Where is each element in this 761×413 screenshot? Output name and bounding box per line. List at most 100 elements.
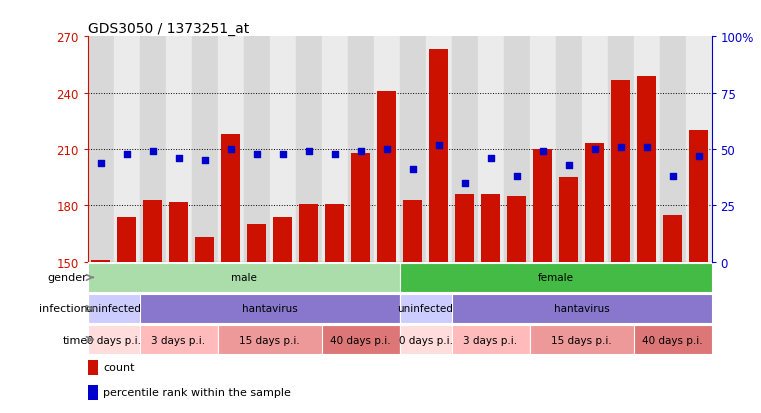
- Bar: [166, 37, 192, 262]
- Point: [511, 173, 523, 180]
- Bar: [196, 238, 214, 262]
- Text: hantavirus: hantavirus: [242, 304, 298, 314]
- Bar: [139, 37, 166, 262]
- Bar: [326, 204, 344, 262]
- Bar: [269, 37, 295, 262]
- Bar: [88, 360, 98, 375]
- Bar: [192, 37, 218, 262]
- Bar: [117, 217, 135, 262]
- Bar: [530, 37, 556, 262]
- Bar: [88, 263, 400, 292]
- Text: 15 days p.i.: 15 days p.i.: [551, 335, 612, 345]
- Bar: [374, 37, 400, 262]
- Text: 40 days p.i.: 40 days p.i.: [330, 335, 391, 345]
- Bar: [581, 37, 607, 262]
- Bar: [170, 202, 188, 262]
- Bar: [299, 204, 317, 262]
- Bar: [400, 37, 425, 262]
- Bar: [660, 37, 686, 262]
- Point: [537, 149, 549, 155]
- Point: [667, 173, 679, 180]
- Point: [120, 151, 132, 157]
- Bar: [633, 325, 712, 354]
- Bar: [482, 195, 500, 262]
- Text: GDS3050 / 1373251_at: GDS3050 / 1373251_at: [88, 22, 249, 36]
- Bar: [504, 37, 530, 262]
- Bar: [508, 197, 526, 262]
- Text: 3 days p.i.: 3 days p.i.: [151, 335, 205, 345]
- Bar: [686, 37, 712, 262]
- Bar: [530, 325, 633, 354]
- Text: uninfected: uninfected: [397, 304, 454, 314]
- Text: time: time: [62, 335, 88, 345]
- Point: [302, 149, 314, 155]
- Point: [693, 153, 705, 160]
- Bar: [533, 150, 552, 262]
- Bar: [139, 325, 218, 354]
- Bar: [403, 200, 422, 262]
- Bar: [295, 37, 322, 262]
- Bar: [88, 325, 139, 354]
- Bar: [352, 154, 370, 262]
- Bar: [88, 294, 139, 323]
- Point: [276, 151, 288, 157]
- Bar: [556, 37, 581, 262]
- Point: [173, 155, 185, 162]
- Bar: [664, 215, 682, 262]
- Bar: [689, 131, 708, 262]
- Bar: [218, 37, 244, 262]
- Point: [146, 149, 158, 155]
- Bar: [322, 37, 348, 262]
- Bar: [585, 144, 603, 262]
- Bar: [638, 76, 656, 262]
- Bar: [607, 37, 634, 262]
- Bar: [455, 195, 473, 262]
- Bar: [400, 325, 451, 354]
- Bar: [633, 37, 660, 262]
- Text: 0 days p.i.: 0 days p.i.: [87, 335, 141, 345]
- Point: [432, 142, 444, 149]
- Bar: [400, 263, 712, 292]
- Point: [94, 160, 107, 166]
- Text: 3 days p.i.: 3 days p.i.: [463, 335, 517, 345]
- Text: female: female: [537, 273, 574, 283]
- Point: [614, 144, 626, 151]
- Bar: [91, 260, 110, 262]
- Text: hantavirus: hantavirus: [554, 304, 610, 314]
- Point: [485, 155, 497, 162]
- Bar: [429, 50, 447, 262]
- Text: male: male: [231, 273, 256, 283]
- Point: [199, 158, 211, 164]
- Text: infection: infection: [39, 304, 88, 314]
- Point: [380, 147, 393, 153]
- Bar: [611, 80, 629, 262]
- Bar: [88, 385, 98, 400]
- Point: [641, 144, 653, 151]
- Point: [224, 147, 237, 153]
- Point: [355, 149, 367, 155]
- Point: [250, 151, 263, 157]
- Bar: [348, 37, 374, 262]
- Text: count: count: [103, 363, 135, 373]
- Bar: [425, 37, 451, 262]
- Point: [458, 180, 470, 187]
- Bar: [451, 37, 478, 262]
- Bar: [244, 37, 269, 262]
- Bar: [247, 225, 266, 262]
- Bar: [273, 217, 291, 262]
- Bar: [221, 135, 240, 262]
- Bar: [451, 325, 530, 354]
- Bar: [478, 37, 504, 262]
- Bar: [400, 294, 451, 323]
- Bar: [139, 294, 400, 323]
- Bar: [113, 37, 139, 262]
- Text: 0 days p.i.: 0 days p.i.: [399, 335, 453, 345]
- Text: percentile rank within the sample: percentile rank within the sample: [103, 387, 291, 397]
- Text: gender: gender: [48, 273, 88, 283]
- Text: uninfected: uninfected: [85, 304, 142, 314]
- Bar: [322, 325, 400, 354]
- Text: 15 days p.i.: 15 days p.i.: [239, 335, 300, 345]
- Bar: [88, 37, 113, 262]
- Point: [562, 162, 575, 169]
- Point: [406, 167, 419, 173]
